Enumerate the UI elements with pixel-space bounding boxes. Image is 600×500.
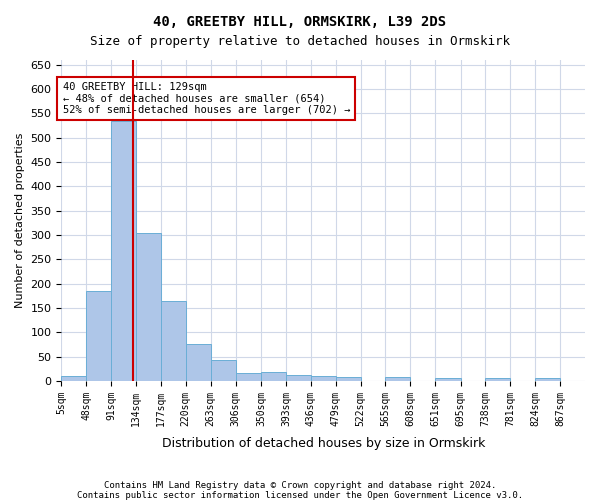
- Bar: [136, 232, 161, 381]
- Bar: [161, 300, 186, 381]
- Bar: [535, 378, 560, 381]
- Bar: [286, 375, 311, 381]
- Bar: [111, 121, 136, 381]
- Bar: [236, 372, 261, 381]
- Bar: [311, 376, 335, 381]
- Text: 40 GREETBY HILL: 129sqm
← 48% of detached houses are smaller (654)
52% of semi-d: 40 GREETBY HILL: 129sqm ← 48% of detache…: [62, 82, 350, 115]
- Bar: [61, 376, 86, 381]
- Text: Size of property relative to detached houses in Ormskirk: Size of property relative to detached ho…: [90, 35, 510, 48]
- Text: Contains HM Land Registry data © Crown copyright and database right 2024.: Contains HM Land Registry data © Crown c…: [104, 481, 496, 490]
- Bar: [261, 372, 286, 381]
- Text: Contains public sector information licensed under the Open Government Licence v3: Contains public sector information licen…: [77, 491, 523, 500]
- Y-axis label: Number of detached properties: Number of detached properties: [15, 133, 25, 308]
- Bar: [335, 377, 361, 381]
- Text: 40, GREETBY HILL, ORMSKIRK, L39 2DS: 40, GREETBY HILL, ORMSKIRK, L39 2DS: [154, 15, 446, 29]
- Bar: [186, 344, 211, 381]
- Bar: [435, 378, 461, 381]
- Bar: [86, 291, 111, 381]
- Bar: [385, 377, 410, 381]
- X-axis label: Distribution of detached houses by size in Ormskirk: Distribution of detached houses by size …: [161, 437, 485, 450]
- Bar: [211, 360, 236, 381]
- Bar: [485, 378, 511, 381]
